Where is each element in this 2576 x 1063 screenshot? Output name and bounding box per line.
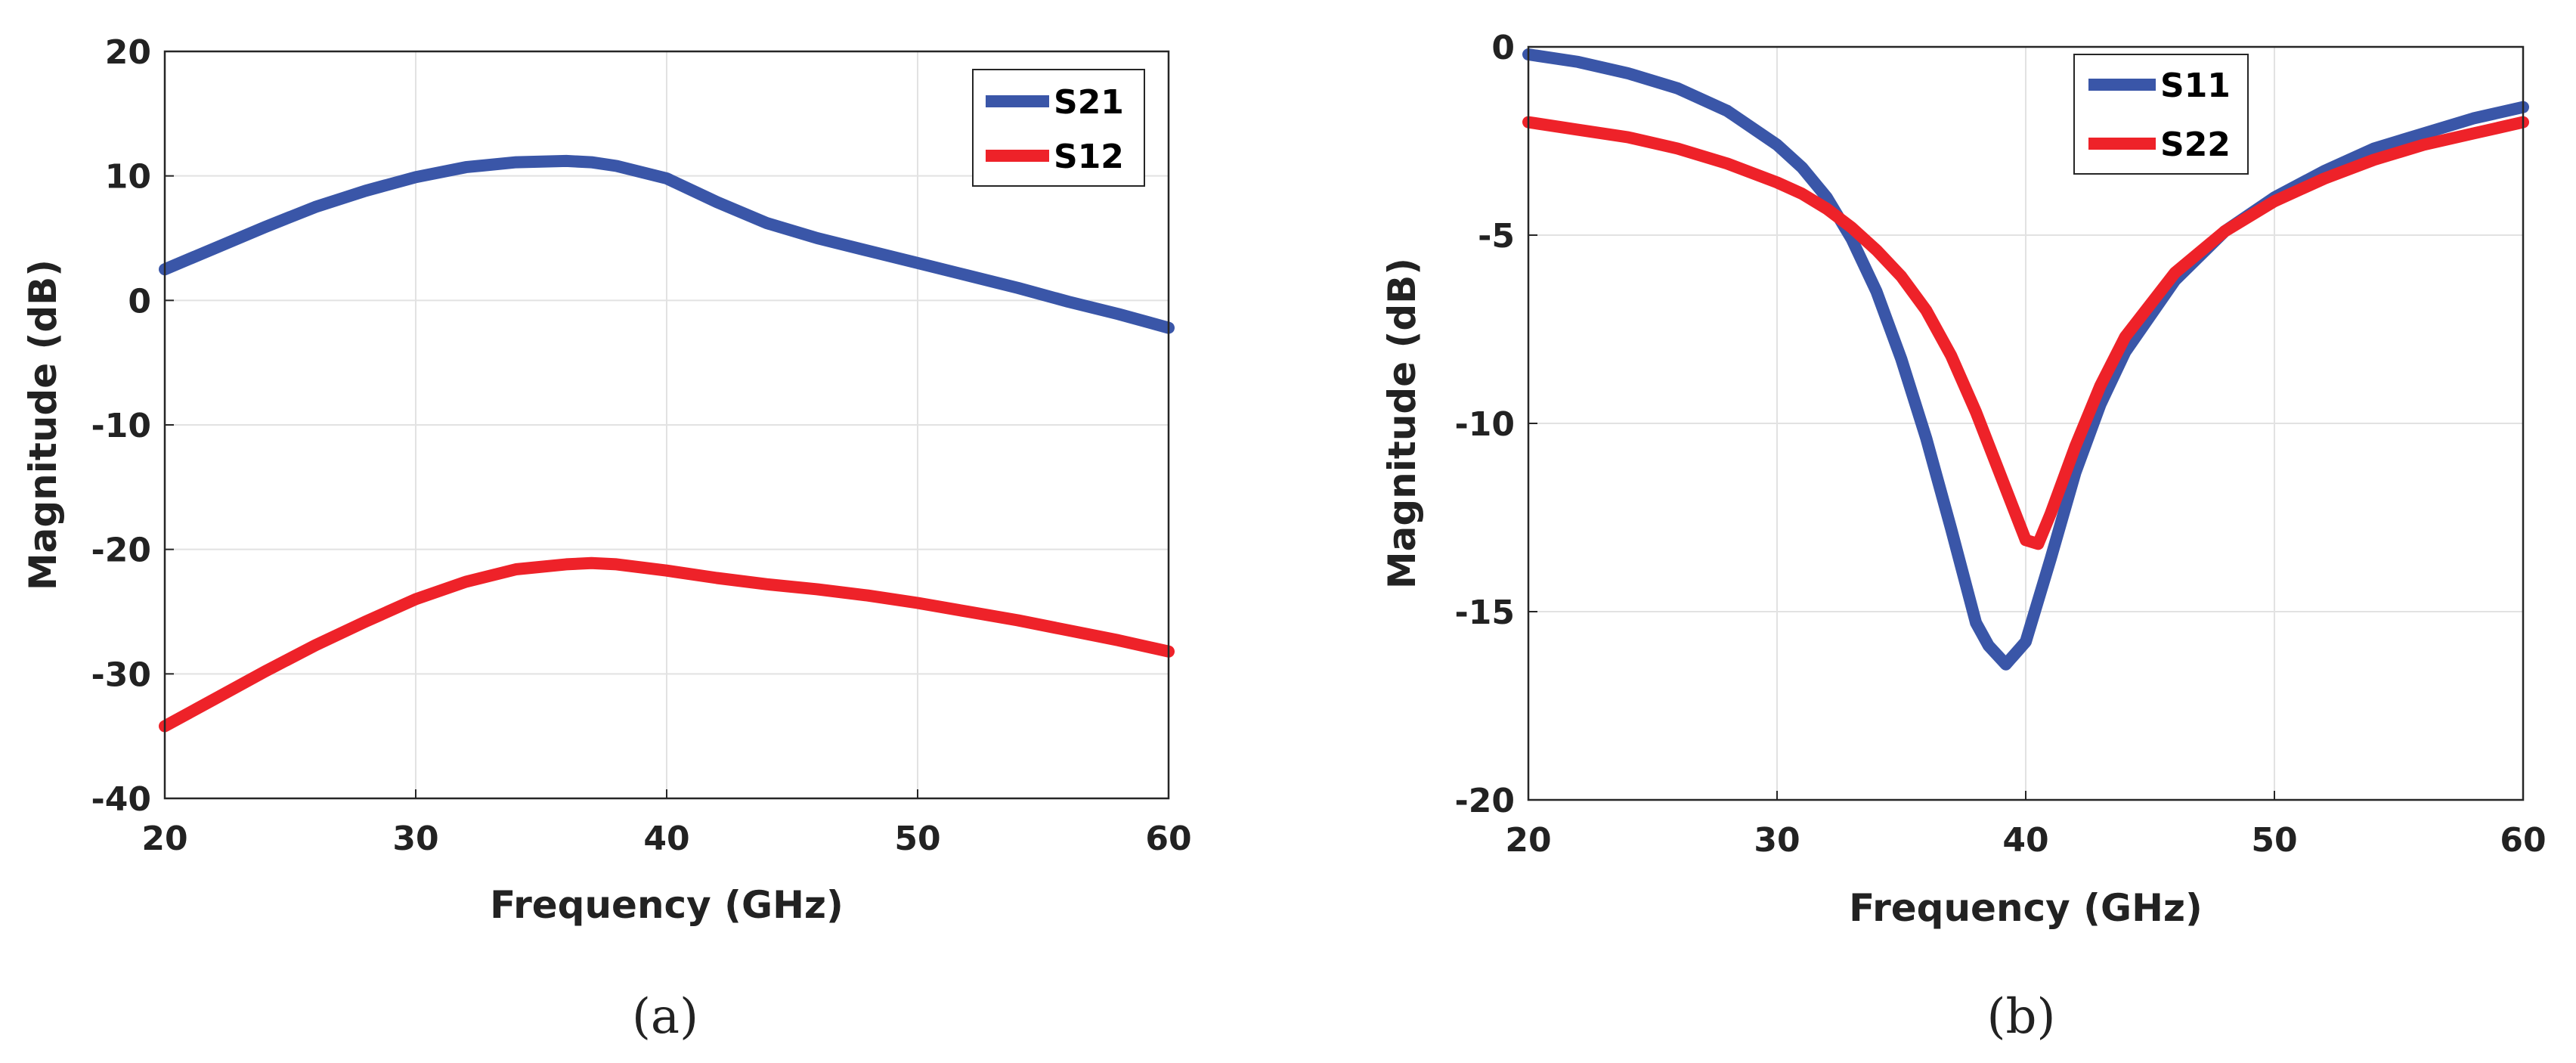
chart-a-caption: (a) [632, 989, 698, 1045]
chart-b-y-tick-label: -20 [1455, 782, 1516, 820]
chart-b-y-axis-title: Magnitude (dB) [1380, 258, 1424, 589]
chart-b-x-tick-label: 40 [2002, 821, 2048, 860]
chart-b-y-tick-label: -5 [1478, 217, 1515, 256]
chart-b-y-tick-label: -10 [1455, 405, 1516, 444]
chart-a-series-s21 [159, 154, 1175, 334]
chart-b-legend: S11 S22 [2073, 54, 2249, 175]
chart-a-legend-label-s21: S21 [1054, 83, 1124, 122]
chart-b: 20 30 40 50 60 0-5-10-15-20 Frequency (GHz) … [1380, 29, 2547, 1045]
chart-a-x-tick-label: 60 [1145, 820, 1191, 858]
chart-b-x-tick-label: 30 [1754, 821, 1800, 860]
chart-a-series-layer [159, 154, 1175, 733]
chart-a-y-axis-title: Magnitude (dB) [21, 259, 65, 590]
chart-a-x-tick-labels: 20 30 40 50 60 [141, 789, 1192, 858]
chart-b-y-tick-label: 0 [1491, 29, 1515, 67]
chart-b-legend-label-s11: S11 [2160, 67, 2231, 105]
chart-a-y-tick-labels: 20 10 0 -10 -20 -30 -40 [91, 33, 174, 819]
chart-b-legend-label-s22: S22 [2160, 126, 2231, 164]
chart-a-y-tick-label: 20 [105, 33, 151, 72]
chart-b-y-tick-labels: 0 -5 -10 -15 -20 [1455, 29, 1537, 820]
chart-a-y-tick-label: -30 [91, 655, 152, 694]
chart-a-series-s12 [159, 556, 1175, 733]
chart-b-x-tick-label: 50 [2251, 821, 2297, 860]
chart-b-y-tick-label: -15 [1455, 593, 1516, 632]
chart-b-series-s22 [1522, 116, 2529, 550]
chart-a-x-tick-label: 20 [141, 820, 187, 858]
chart-a-y-tick-label: -40 [91, 780, 152, 819]
chart-a-y-tick-label: -10 [91, 407, 152, 445]
chart-a-x-tick-label: 40 [643, 820, 689, 858]
chart-b-x-tick-labels: 20 30 40 50 60 [1505, 791, 2547, 860]
chart-b-legend-box [2073, 54, 2249, 175]
chart-a-y-tick-label: -20 [91, 532, 152, 570]
chart-a-x-tick-label: 30 [392, 820, 438, 858]
chart-a-x-axis-title: Frequency (GHz) [490, 883, 844, 927]
chart-a-y-tick-label: 10 [105, 158, 151, 197]
chart-a-legend-box [972, 69, 1145, 187]
chart-a-y-tick-label: 0 [128, 282, 151, 321]
chart-b-caption: (b) [1987, 989, 2056, 1045]
chart-a-x-tick-label: 50 [894, 820, 940, 858]
chart-a: 20 30 40 50 60 20 10 0 -10 -20 -30 -40 Frequency (… [21, 33, 1192, 1045]
chart-a-legend-label-s12: S12 [1054, 138, 1124, 176]
chart-b-x-axis-title: Frequency (GHz) [1849, 886, 2203, 930]
chart-b-x-tick-label: 60 [2500, 821, 2546, 860]
chart-b-x-tick-label: 20 [1505, 821, 1551, 860]
chart-b-series-layer [1522, 48, 2529, 671]
chart-a-legend: S21 S12 [972, 69, 1145, 187]
